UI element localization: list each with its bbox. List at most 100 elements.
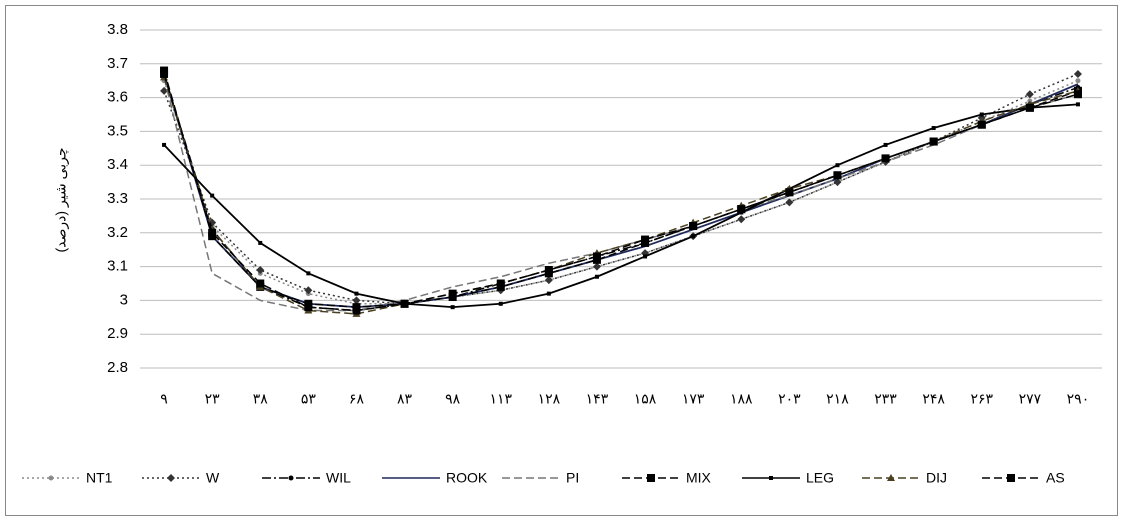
series-line [163,70,1079,308]
marker [785,188,794,197]
marker [546,291,551,296]
x-tick-label: ۹۸ [445,391,461,407]
marker [977,120,986,129]
marker [1075,78,1081,84]
legend-item: W [142,470,220,486]
marker [210,193,215,198]
series-line [163,77,1079,312]
marker [448,289,457,298]
legend-item: LEG [742,470,834,486]
x-tick-label: ۲۳ [205,391,221,407]
legend-label: LEG [806,470,834,486]
x-tick-label: ۱۷۳ [682,391,705,407]
legend-item: ROOK [382,470,488,486]
marker [162,142,167,147]
marker [400,299,409,308]
marker [1073,69,1082,78]
x-tick-label: ۱۵۸ [634,391,657,407]
marker [594,274,599,279]
series-line [163,73,1079,312]
y-tick-label: 3.5 [107,122,128,139]
marker [835,163,840,168]
marker [887,474,895,481]
marker [929,137,938,146]
marker [1075,102,1080,107]
x-tick-label: ۱۴۳ [586,391,609,407]
marker [208,228,217,237]
marker [881,154,890,163]
marker [544,276,553,285]
marker [737,205,746,214]
marker [737,215,746,224]
x-tick-label: ۲۰۳ [778,391,801,407]
marker [352,306,361,315]
legend-item: DIJ [862,470,947,486]
marker [48,475,54,481]
marker [1025,103,1034,112]
marker [769,476,773,480]
y-tick-label: 3.3 [107,190,128,207]
y-tick-label: 3 [120,291,128,308]
x-tick-label: ۹ [160,391,168,407]
legend-label: ROOK [446,470,488,486]
marker [288,475,294,481]
x-tick-label: ۱۸۸ [730,391,753,407]
legend-label: PI [566,470,579,486]
marker [498,301,503,306]
legend-item: AS [982,470,1065,486]
marker [354,291,359,296]
x-tick-label: ۳۸ [253,391,269,407]
chart-frame [5,5,1118,516]
marker [641,235,650,244]
y-tick-label: 3.2 [107,224,128,241]
marker [160,86,169,95]
y-tick-label: 3.4 [107,156,128,173]
legend-label: MIX [686,470,712,486]
marker [496,279,505,288]
y-tick-label: 2.8 [107,359,128,376]
marker [258,240,263,245]
x-tick-label: ۶۸ [349,391,365,407]
y-axis-title: چربی شیر (درصد) [53,148,70,253]
legend-label: W [206,470,220,486]
y-tick-label: 3.7 [107,55,128,72]
x-tick-label: ۲۶۳ [970,391,993,407]
marker [160,69,169,78]
legend-item: PI [502,470,579,486]
legend-item: MIX [622,470,712,486]
legend-label: WIL [326,470,351,486]
y-tick-label: 3.1 [107,258,128,275]
series-line [163,103,1079,309]
series-line [163,73,1079,312]
series-line [163,77,1079,315]
series [163,77,1079,312]
marker [450,305,455,310]
series [160,69,1082,308]
y-tick-label: 2.9 [107,325,128,342]
marker [256,279,265,288]
marker [304,286,313,295]
marker [306,271,311,276]
marker [1007,474,1015,482]
x-tick-label: ۵۳ [301,391,317,407]
series [163,73,1079,309]
marker [1025,90,1034,99]
legend-item: NT1 [22,470,113,486]
series [160,69,1082,315]
marker [544,265,553,274]
marker [979,112,984,117]
marker [256,265,265,274]
x-tick-label: ۱۲۸ [538,391,561,407]
x-tick-label: ۸۳ [397,391,413,407]
y-tick-label: 3.8 [107,21,128,38]
x-tick-label: ۲۳۳ [874,391,897,407]
marker [643,254,648,259]
marker [1073,90,1082,99]
marker [167,474,175,482]
series [161,71,1081,314]
marker [304,303,313,312]
marker [833,171,842,180]
marker [689,222,698,231]
x-tick-label: ۲۹۰ [1067,391,1090,407]
